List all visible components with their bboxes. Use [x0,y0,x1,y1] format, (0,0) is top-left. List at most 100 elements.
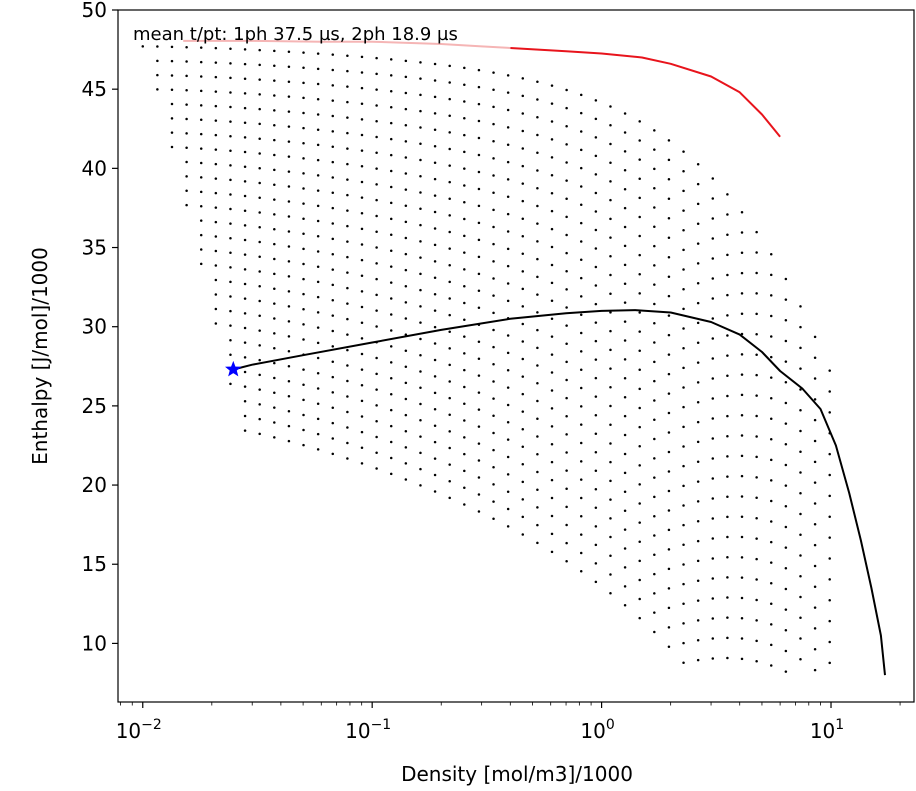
data-point [550,371,554,374]
data-point [696,242,700,245]
data-point [726,193,729,196]
data-point [229,149,232,153]
data-point [316,341,320,345]
data-point [477,425,481,428]
data-point [769,253,773,256]
data-point [579,203,583,207]
data-point [769,623,773,626]
data-point [346,348,349,352]
data-point [653,399,656,402]
data-point [375,230,378,233]
data-point [550,299,554,303]
data-point [755,230,758,234]
data-point [521,182,525,185]
data-point [550,460,554,464]
data-point [696,301,700,305]
data-point [463,167,466,170]
data-point [565,487,568,491]
data-point [229,309,232,313]
data-point [696,619,700,622]
data-point [302,398,305,402]
data-point [726,253,729,257]
data-point [755,639,758,643]
data-point [506,126,510,129]
data-point [550,156,554,159]
data-point [185,60,188,63]
data-point [287,200,291,203]
data-point [769,499,773,503]
data-point [828,515,831,518]
data-point [433,358,437,362]
data-point [521,270,525,273]
data-point [273,198,276,201]
data-point [682,622,685,625]
data-point [243,253,247,256]
data-point [185,203,188,207]
data-point [273,213,276,216]
data-point [726,273,729,277]
data-point [828,578,831,581]
data-point [521,199,525,203]
data-point [638,425,641,429]
data-point [828,536,831,539]
data-point [506,334,510,337]
data-point [170,88,174,91]
data-point [594,358,598,361]
data-point [506,143,510,146]
data-point [696,341,700,345]
data-point [360,227,364,231]
data-point [448,479,451,483]
data-point [302,262,305,266]
data-point [565,433,568,436]
data-point [433,161,437,164]
data-point [448,363,451,367]
data-point [565,541,568,545]
data-point [492,139,495,143]
data-point [492,105,495,109]
data-point [389,233,393,237]
data-point [302,308,305,311]
data-point [565,179,568,182]
data-point [419,191,422,194]
data-point [258,181,261,185]
data-point [404,429,408,433]
data-point [696,599,700,602]
data-point [389,392,393,396]
data-point [331,268,335,271]
data-point [170,74,174,77]
data-point [550,407,554,410]
data-point [638,311,641,314]
data-point [170,117,174,120]
data-point [594,191,598,195]
data-point [506,74,510,77]
data-point [375,198,378,202]
data-point [653,495,656,499]
data-point [375,372,378,376]
data-point [477,187,481,191]
data-point [565,306,568,309]
data-point [419,419,422,422]
data-point [784,525,788,529]
data-point [316,98,320,101]
data-point [258,358,261,362]
data-point [711,297,715,300]
data-point [404,220,408,224]
data-point [550,425,554,428]
data-point [389,74,393,77]
data-point [492,191,495,194]
data-point [243,268,247,271]
data-point [258,329,261,332]
data-point [638,177,641,180]
data-point [726,475,729,478]
data-point [813,377,817,380]
data-point [726,656,729,660]
data-point [258,285,261,288]
data-point [346,209,349,212]
data-point [243,194,247,198]
data-point [711,617,715,620]
data-point [536,98,539,101]
data-point [565,324,568,327]
data-point [726,293,729,297]
data-point [638,502,641,505]
data-point [243,92,247,95]
